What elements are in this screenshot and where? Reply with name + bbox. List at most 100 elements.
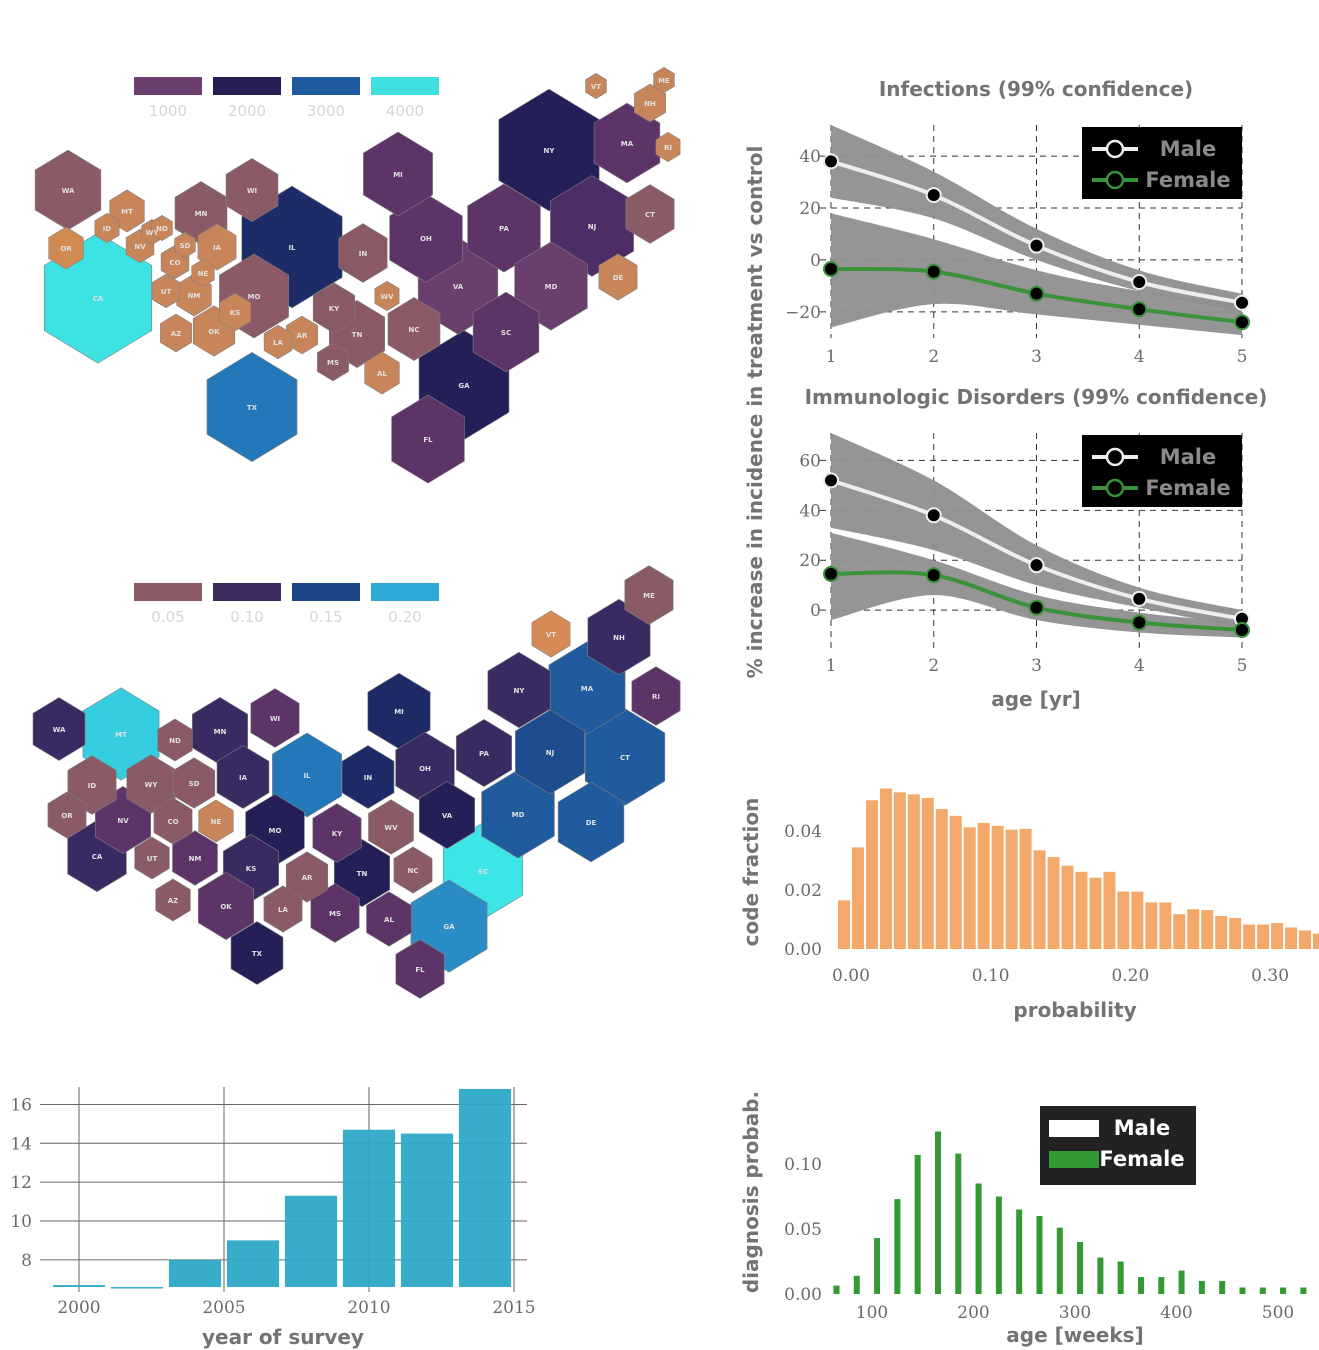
x-tick-label: 0.30 <box>1251 966 1289 986</box>
state-al-label: AL <box>384 916 394 924</box>
state-il-hex <box>272 732 342 818</box>
legend-swatch-2000 <box>213 77 281 95</box>
shared-y-axis-label: % increase in incidence in treatment vs … <box>743 146 767 679</box>
data-point-female <box>823 261 839 278</box>
state-nd-label: ND <box>169 737 181 745</box>
histogram-bar <box>1257 924 1270 949</box>
state-or-hex <box>48 226 84 270</box>
state-ne-label: NE <box>211 818 222 826</box>
data-point-male <box>1131 590 1148 607</box>
survey-bar <box>110 1287 164 1289</box>
legend-label-2000: 2000 <box>228 102 266 120</box>
histogram-bar <box>865 800 878 949</box>
state-ok-label: OK <box>208 328 220 336</box>
histogram-bar <box>1285 927 1298 949</box>
diagnosis-bar-female <box>833 1285 840 1294</box>
y-tick-label: 12 <box>10 1173 32 1193</box>
state-tx-hex <box>230 921 284 985</box>
x-axis-label: age [weeks] <box>1006 1323 1143 1347</box>
data-point-female <box>925 263 942 280</box>
data-point-female <box>1234 314 1250 331</box>
chart-title: Infections (99% confidence) <box>879 77 1193 101</box>
survey-bar <box>52 1285 106 1287</box>
legend-swatch-female <box>1049 1151 1099 1168</box>
histogram-bar <box>1061 865 1074 949</box>
y-tick-label: 0 <box>810 601 821 621</box>
y-tick-label: 0.02 <box>784 881 822 901</box>
state-ut-hex <box>151 273 181 309</box>
state-ri-label: RI <box>652 693 660 701</box>
legend-swatch-0.10 <box>213 583 281 601</box>
state-ca-label: CA <box>92 853 103 861</box>
y-tick-label: 60 <box>799 451 821 471</box>
y-tick-label: 0.10 <box>784 1155 822 1175</box>
survey-bar <box>342 1129 396 1287</box>
diagnosis-bar-female <box>914 1154 921 1294</box>
state-sc-label: SC <box>501 329 511 337</box>
diagnosis-bar-female <box>1056 1227 1063 1294</box>
state-al-hex <box>366 891 412 947</box>
state-nd-hex <box>151 215 173 241</box>
data-point-male <box>1234 294 1250 311</box>
data-point-female <box>1234 622 1250 639</box>
state-ar-label: AR <box>297 332 308 340</box>
state-ri-label: RI <box>664 144 672 152</box>
state-wv-hex <box>374 280 400 312</box>
state-pa-label: PA <box>479 750 489 758</box>
legend-marker-female <box>1105 478 1125 498</box>
state-ar-label: AR <box>302 874 313 882</box>
y-tick-label: 20 <box>799 199 821 219</box>
x-tick-label: 300 <box>1059 1303 1091 1323</box>
histogram-bar <box>1089 877 1102 949</box>
state-de-hex <box>557 781 625 863</box>
state-pa-hex <box>467 183 541 273</box>
confidence-band-male <box>831 433 1242 628</box>
y-axis-label: code fraction <box>739 798 763 947</box>
legend-label-4000: 4000 <box>386 102 424 120</box>
state-co-label: CO <box>169 259 180 267</box>
state-nm-label: NM <box>188 292 201 300</box>
state-me-hex <box>653 67 675 93</box>
data-point-female <box>1028 599 1045 616</box>
legend-box <box>1040 1106 1196 1185</box>
state-co-label: CO <box>167 818 178 826</box>
state-me-label: ME <box>658 77 670 85</box>
state-sc-hex <box>472 291 540 373</box>
state-oh-hex <box>389 193 463 283</box>
state-az-label: AZ <box>171 330 182 338</box>
diagnosis-bar-female <box>1016 1209 1023 1294</box>
legend-label-female: Female <box>1145 476 1230 500</box>
state-ga-label: GA <box>458 382 470 390</box>
histogram-bar <box>1229 918 1242 949</box>
legend-label-male: Male <box>1114 1116 1171 1140</box>
legend-label-0.10: 0.10 <box>230 608 263 626</box>
x-tick-label: 4 <box>1134 656 1145 676</box>
state-al-hex <box>364 351 400 395</box>
state-or-hex <box>47 791 87 839</box>
state-ok-hex <box>198 872 254 940</box>
histogram-bar <box>1201 910 1214 949</box>
histogram-bar <box>1215 916 1228 949</box>
state-la-hex <box>263 885 303 933</box>
state-ne-hex <box>191 259 215 287</box>
state-nh-hex <box>634 83 666 123</box>
histogram-bar <box>991 825 1004 949</box>
state-mt-hex <box>82 687 160 781</box>
diagnosis-bar-female <box>995 1196 1002 1294</box>
state-in-hex <box>338 223 388 283</box>
state-ct-hex <box>625 184 675 244</box>
state-az-hex <box>155 878 191 922</box>
choropleth-map-middle: 0.05 0.10 0.15 0.20 CT SC MA MT GA MD NJ IL DE NH NY MI… <box>32 565 681 999</box>
state-wi-hex <box>225 158 279 222</box>
state-mi-label: MI <box>393 171 403 179</box>
x-tick-label: 0.20 <box>1111 966 1149 986</box>
state-wi-label: WI <box>270 715 280 723</box>
state-ct-label: CT <box>645 211 655 219</box>
state-ks-hex <box>219 292 251 332</box>
histogram-bar <box>1103 871 1116 949</box>
diagnosis-bar-female <box>1137 1277 1144 1294</box>
state-tx-label: TX <box>252 950 263 958</box>
state-ma-label: MA <box>581 685 594 693</box>
state-ky-hex <box>312 803 362 863</box>
state-sc-label: SC <box>478 868 488 876</box>
